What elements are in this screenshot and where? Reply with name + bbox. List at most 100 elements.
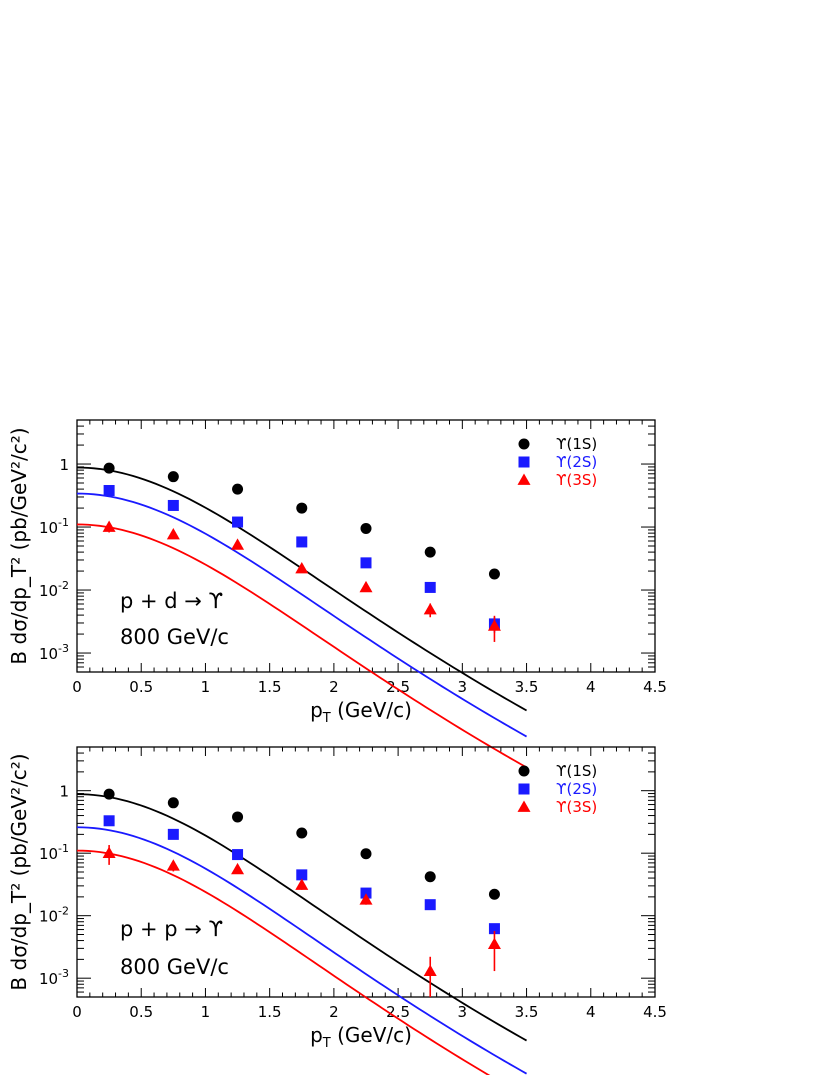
data-point — [167, 828, 179, 840]
series-circle — [76, 788, 528, 1042]
data-point — [424, 871, 436, 883]
x-axis-title: pT (GeV/c) — [310, 698, 412, 726]
chart-panel-2: 0 0.5 1 1.5 2 2.5 3 3.5 4 4.5 1 10-1 10-2 10-3 pT (GeV… — [7, 746, 667, 1075]
data-point — [424, 581, 436, 593]
data-point — [296, 536, 308, 548]
fit-curve — [76, 826, 528, 1075]
fit-curve — [76, 492, 528, 738]
data-point — [103, 485, 115, 497]
x-tick-label: 0 — [72, 1003, 82, 1021]
data-point — [102, 520, 116, 532]
data-point — [167, 499, 179, 511]
data-point — [424, 899, 436, 911]
reaction-label: p + p → ϒ — [120, 917, 223, 941]
series-triangle — [76, 845, 501, 1075]
data-point — [488, 568, 500, 580]
fit-curve — [76, 523, 528, 769]
x-tick-label: 4 — [586, 678, 596, 696]
legend-marker — [517, 800, 531, 812]
data-point — [296, 827, 308, 839]
beam-energy-label: 800 GeV/c — [120, 625, 229, 649]
legend-label: ϒ(2S) — [556, 780, 597, 798]
y-axis-title: B dσ/dp_T² (pb/GeV²/c²) — [7, 427, 31, 664]
legend-label: ϒ(1S) — [556, 435, 597, 453]
x-tick-label: 2 — [329, 678, 339, 696]
data-point — [103, 815, 115, 827]
y-tick-label: 1 — [59, 456, 69, 474]
data-point — [424, 546, 436, 558]
data-point — [232, 483, 244, 495]
x-axis-title: pT (GeV/c) — [310, 1023, 412, 1051]
legend-label: ϒ(2S) — [556, 453, 597, 471]
y-tick-label: 10-3 — [39, 642, 69, 663]
y-tick-label: 10-3 — [39, 967, 69, 988]
series-triangle — [76, 520, 528, 769]
data-point — [423, 964, 437, 976]
beam-energy-label: 800 GeV/c — [120, 955, 229, 979]
y-tick-label: 1 — [59, 783, 69, 801]
y-tick-label: 10-2 — [39, 579, 69, 600]
x-tick-label: 1.5 — [258, 1003, 282, 1021]
data-point — [102, 846, 116, 859]
legend-marker — [517, 473, 531, 485]
x-tick-label: 2 — [329, 1003, 339, 1021]
data-point — [360, 848, 372, 860]
legend-marker — [518, 456, 530, 468]
y-tick-label: 10-1 — [39, 516, 69, 537]
legend-marker — [518, 783, 530, 795]
legend-marker — [518, 438, 530, 450]
legend-label: ϒ(3S) — [556, 471, 597, 489]
data-point — [488, 888, 500, 900]
x-tick-label: 4 — [586, 1003, 596, 1021]
data-point — [487, 619, 501, 631]
data-point — [360, 887, 372, 899]
x-tick-label: 0 — [72, 678, 82, 696]
legend-label: ϒ(1S) — [556, 762, 597, 780]
x-tick-label: 3 — [458, 1003, 468, 1021]
data-point — [360, 557, 372, 569]
fit-curve — [76, 793, 528, 1042]
data-point — [359, 580, 373, 593]
x-tick-label: 2.5 — [386, 678, 410, 696]
series-square — [76, 815, 528, 1075]
data-point — [167, 471, 179, 483]
x-tick-label: 1 — [201, 678, 211, 696]
data-point — [488, 923, 500, 935]
data-point — [231, 538, 245, 550]
data-point — [232, 849, 244, 861]
data-point — [103, 462, 115, 474]
x-tick-label: 1.5 — [258, 678, 282, 696]
fit-curve — [76, 849, 491, 1075]
data-point — [295, 878, 309, 890]
x-tick-label: 3.5 — [515, 1003, 539, 1021]
data-point — [167, 797, 179, 809]
data-point — [359, 893, 373, 905]
data-point — [232, 516, 244, 528]
series-circle — [76, 462, 528, 712]
x-tick-label: 0.5 — [129, 1003, 153, 1021]
x-tick-label: 1 — [201, 1003, 211, 1021]
legend-label: ϒ(3S) — [556, 798, 597, 816]
x-tick-label: 4.5 — [643, 678, 667, 696]
x-tick-label: 2.5 — [386, 1003, 410, 1021]
data-point — [166, 859, 180, 871]
x-tick-label: 3 — [458, 678, 468, 696]
legend-marker — [518, 765, 530, 777]
data-point — [232, 811, 244, 823]
x-tick-label: 3.5 — [515, 678, 539, 696]
data-point — [296, 869, 308, 881]
x-tick-label: 4.5 — [643, 1003, 667, 1021]
data-point — [423, 603, 437, 615]
data-point — [103, 788, 115, 800]
chart-panel-1: 0 0.5 1 1.5 2 2.5 3 3.5 4 4.5 1 10-1 10-2 10-3 pT (GeV… — [7, 419, 667, 769]
data-point — [487, 937, 501, 950]
data-point — [360, 522, 372, 534]
data-point — [295, 561, 309, 574]
data-point — [166, 528, 180, 540]
series-square — [76, 485, 528, 738]
reaction-label: p + d → ϒ — [120, 589, 223, 613]
y-axis-title: B dσ/dp_T² (pb/GeV²/c²) — [7, 753, 31, 990]
x-tick-label: 0.5 — [129, 678, 153, 696]
y-tick-label: 10-1 — [39, 842, 69, 863]
